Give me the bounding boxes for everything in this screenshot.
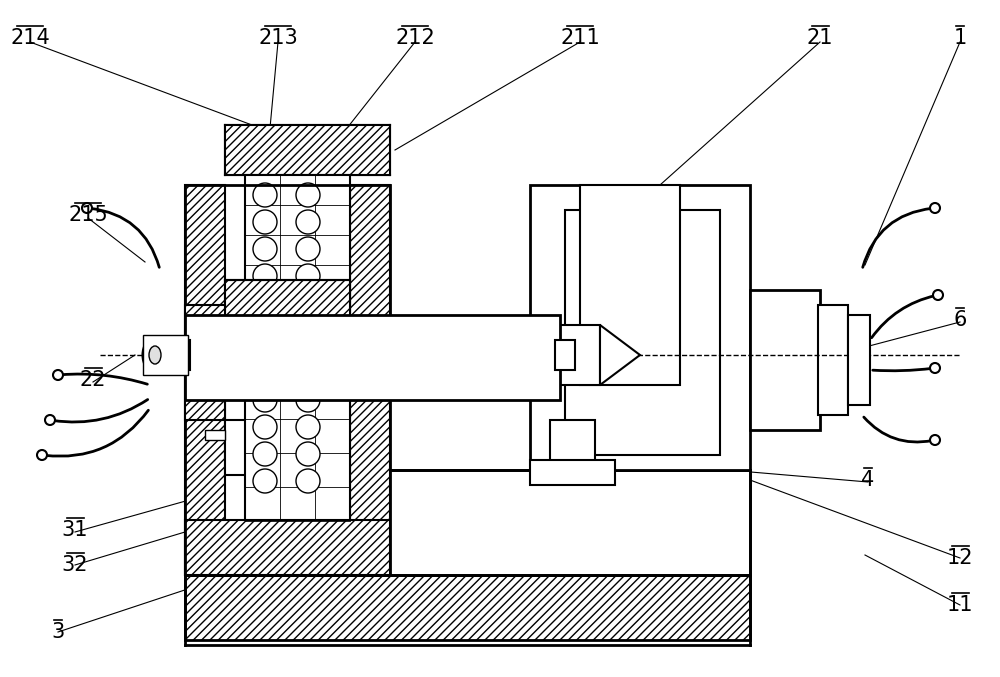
Bar [245,385,350,520]
Text: 3: 3 [51,622,65,642]
Circle shape [296,183,320,207]
Circle shape [37,450,47,460]
Circle shape [253,415,277,439]
Circle shape [296,291,320,315]
Circle shape [82,203,92,213]
Circle shape [253,388,277,412]
Circle shape [930,435,940,445]
Bar [550,420,595,470]
Circle shape [253,264,277,288]
Bar [245,175,350,325]
Bar [530,460,615,485]
Bar [848,315,870,405]
Text: 11: 11 [947,595,973,615]
Circle shape [296,264,320,288]
Bar [185,575,750,640]
Circle shape [296,469,320,493]
Bar [148,337,188,373]
Bar [185,185,390,575]
Bar [818,305,848,415]
Ellipse shape [149,346,161,364]
Circle shape [253,183,277,207]
Circle shape [296,237,320,261]
Circle shape [253,442,277,466]
Text: 213: 213 [258,28,298,48]
Circle shape [933,290,943,300]
Bar [565,210,720,455]
Circle shape [296,210,320,234]
Polygon shape [600,325,640,385]
Bar [185,520,390,575]
Text: 4: 4 [861,470,875,490]
Circle shape [253,291,277,315]
Text: 212: 212 [395,28,435,48]
Text: 21: 21 [807,28,833,48]
Circle shape [53,370,63,380]
Bar [143,335,188,375]
Bar [185,305,225,420]
Text: 32: 32 [62,555,88,575]
Circle shape [296,415,320,439]
Text: 31: 31 [62,520,88,540]
Circle shape [296,442,320,466]
Text: 6: 6 [953,310,967,330]
Ellipse shape [143,338,168,372]
Text: 1: 1 [953,28,967,48]
Bar [155,340,190,370]
Circle shape [253,237,277,261]
Circle shape [253,210,277,234]
Bar [350,185,390,575]
Bar [560,325,600,385]
Bar [205,430,225,440]
Circle shape [45,415,55,425]
Bar [580,185,680,385]
Text: 22: 22 [80,370,106,390]
Text: 214: 214 [10,28,50,48]
Bar [225,420,265,475]
Text: 215: 215 [68,205,108,225]
Bar [190,475,745,565]
Circle shape [930,203,940,213]
Bar [225,280,350,330]
Bar [530,185,750,470]
Bar [185,470,750,575]
Text: 211: 211 [560,28,600,48]
Bar [225,125,390,175]
Bar [750,290,820,430]
Circle shape [296,388,320,412]
Bar [185,185,225,575]
Bar [185,315,560,400]
Text: 12: 12 [947,548,973,568]
Bar [555,340,575,370]
Circle shape [253,469,277,493]
Circle shape [930,363,940,373]
